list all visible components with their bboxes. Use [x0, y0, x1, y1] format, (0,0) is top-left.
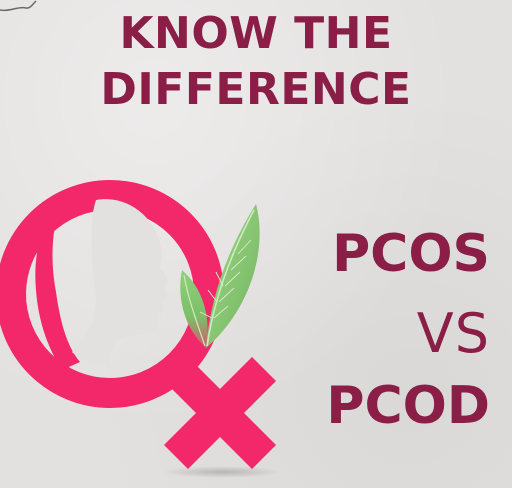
- pcod-label: PCOD: [326, 376, 490, 436]
- face-silhouette-fill: [35, 205, 80, 370]
- face-profile: [72, 199, 168, 368]
- female-symbol-cross: [164, 357, 276, 469]
- female-symbol-ring: [0, 180, 224, 408]
- pcos-label: PCOS: [332, 224, 490, 284]
- leaves-icon: [180, 204, 260, 348]
- versus-label: VS: [416, 302, 490, 365]
- emblem-shadow: [162, 466, 282, 478]
- headline-line-2: DIFFERENCE: [100, 64, 412, 115]
- headline-line-1: KNOW THE: [119, 8, 393, 59]
